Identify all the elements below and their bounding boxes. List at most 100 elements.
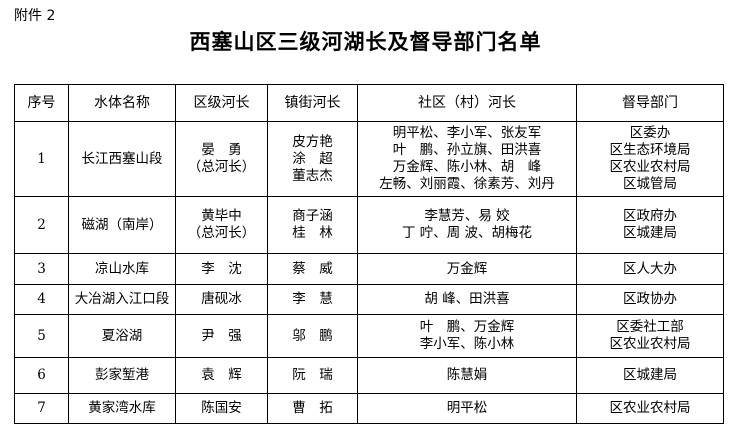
- district-chief-line: 唐砚冰: [201, 291, 242, 307]
- community-chief-line: 陈慧娟: [446, 367, 488, 383]
- district-chief-line: （总河长）: [187, 159, 256, 175]
- supervising-dept-line: 区生态环境局: [609, 142, 691, 158]
- supervising-dept-line: 区政协办: [623, 291, 677, 307]
- district-chief-line: 李 沈: [201, 260, 242, 277]
- header-town-chief: 镇街河长: [267, 84, 358, 122]
- row-number: 5: [14, 314, 69, 358]
- district-chief: 尹 强: [175, 314, 268, 358]
- community-chief-line: 万金辉: [446, 260, 488, 277]
- header-water-body: 水体名称: [68, 84, 176, 122]
- river-chief-table: 序号 水体名称 区级河长 镇街河长 社区（村）河长 督导部门 1 长江西塞山段晏 …: [14, 84, 724, 424]
- row-number: 1: [14, 121, 69, 197]
- water-body-name: 磁湖（南岸）: [68, 196, 176, 254]
- town-chief-line: 商子涵: [292, 208, 333, 224]
- town-chief: 阮 瑞: [267, 357, 358, 394]
- town-chief-line: 蔡 威: [292, 260, 333, 277]
- table-row: 6 彭家堑港 袁 辉 阮 瑞 陈慧娟 区城建局: [14, 357, 724, 394]
- district-chief-line: （总河长）: [187, 225, 256, 241]
- district-chief-line: 陈国安: [201, 400, 242, 416]
- supervising-dept: 区政协办: [576, 284, 724, 315]
- supervising-dept: 区政府办 区城建局: [576, 196, 724, 254]
- supervising-dept: 区委办 区生态环境局 区农业农村局 区城管局: [576, 121, 724, 197]
- supervising-dept-line: 区人大办: [623, 260, 677, 277]
- community-chief: 李慧芳、易 姣丁 咛、周 波、胡梅花: [357, 196, 577, 254]
- district-chief: 唐砚冰: [175, 284, 268, 315]
- supervising-dept: 区委社工部 区农业农村局: [576, 314, 724, 358]
- water-body-name: 长江西塞山段: [68, 121, 176, 197]
- town-chief: 邬 鹏: [267, 314, 358, 358]
- supervising-dept-line: 区政府办: [623, 208, 677, 224]
- district-chief-line: 袁 辉: [201, 367, 242, 383]
- community-chief-line: 叶 鹏、孙立旗、田洪喜: [392, 142, 542, 158]
- supervising-dept-line: 区农业农村局: [609, 159, 691, 175]
- town-chief: 蔡 威: [267, 253, 358, 285]
- community-chief-line: 左畅、刘丽霞、徐素芳、刘丹: [379, 176, 555, 192]
- row-number: 2: [14, 196, 69, 254]
- water-body-name: 夏浴湖: [68, 314, 176, 358]
- community-chief: 叶 鹏、万金辉 李小军、陈小林: [357, 314, 577, 358]
- district-chief: 袁 辉: [175, 357, 268, 394]
- table-row: 5 夏浴湖尹 强邬 鹏叶 鹏、万金辉 李小军、陈小林 区委社工部 区农业农村局: [14, 314, 724, 358]
- town-chief-line: 邬 鹏: [292, 327, 333, 344]
- district-chief: 陈国安: [175, 393, 268, 424]
- community-chief: 明平松、李小军、张友军叶 鹏、孙立旗、田洪喜 万金辉、陈小林、胡 峰左畅、刘丽霞、…: [357, 121, 577, 197]
- table-row: 7 黄家湾水库 陈国安 曹 拓 明平松 区农业农村局: [14, 393, 724, 424]
- row-number: 4: [14, 284, 69, 315]
- town-chief-line: 阮 瑞: [292, 367, 333, 383]
- community-chief-line: 丁 咛、周 波、胡梅花: [401, 225, 533, 241]
- town-chief-line: 涂 超: [292, 150, 333, 167]
- town-chief-line: 曹 拓: [292, 400, 333, 416]
- header-supervising-dept: 督导部门: [576, 84, 724, 122]
- community-chief: 陈慧娟: [357, 357, 577, 394]
- table-header-row: 序号 水体名称 区级河长 镇街河长 社区（村）河长 督导部门: [14, 84, 724, 122]
- supervising-dept: 区城建局: [576, 357, 724, 394]
- town-chief-line: 董志杰: [292, 167, 333, 184]
- supervising-dept-line: 区城管局: [623, 176, 677, 192]
- table-row: 2 磁湖（南岸） 黄毕中 （总河长） 商子涵桂 林李慧芳、易 姣丁 咛、周 波、胡梅花区…: [14, 196, 724, 254]
- district-chief: 晏 勇（总河长）: [175, 121, 268, 197]
- community-chief: 万金辉: [357, 253, 577, 285]
- district-chief: 李 沈: [175, 253, 268, 285]
- row-number: 3: [14, 253, 69, 285]
- supervising-dept-line: 区城建局: [623, 225, 677, 241]
- community-chief-line: 叶 鹏、万金辉: [419, 319, 515, 335]
- document-title: 西塞山区三级河湖长及督导部门名单: [189, 29, 542, 54]
- community-chief-line: 万金辉、陈小林、胡 峰: [392, 159, 542, 175]
- header-community-chief: 社区（村）河长: [357, 84, 577, 122]
- supervising-dept-line: 区农业农村局: [609, 336, 691, 352]
- header-district-chief: 区级河长: [175, 84, 268, 122]
- water-body-name: 黄家湾水库: [68, 393, 176, 424]
- supervising-dept-line: 区委社工部: [616, 319, 684, 335]
- water-body-name: 彭家堑港: [68, 357, 176, 394]
- supervising-dept: 区农业农村局: [576, 393, 724, 424]
- supervising-dept-line: 区委办: [629, 125, 671, 141]
- town-chief-line: 李 慧: [292, 291, 333, 307]
- table-row: 1 长江西塞山段晏 勇（总河长） 皮方艳涂 超董志杰 明平松、李小军、张友军叶 鹏、孙…: [14, 121, 724, 197]
- supervising-dept-line: 区城建局: [623, 367, 677, 383]
- supervising-dept: 区人大办: [576, 253, 724, 285]
- table-row: 3 凉山水库 李 沈 蔡 威 万金辉 区人大办: [14, 253, 724, 285]
- community-chief: 胡 峰、田洪喜: [357, 284, 577, 315]
- header-no: 序号: [14, 84, 69, 122]
- row-number: 7: [14, 393, 69, 424]
- district-chief: 黄毕中 （总河长）: [175, 196, 268, 254]
- district-chief-line: 尹 强: [201, 327, 242, 344]
- town-chief: 皮方艳涂 超董志杰: [267, 121, 358, 197]
- community-chief: 明平松: [357, 393, 577, 424]
- table-row: 4 大冶湖入江口段 唐砚冰 李 慧 胡 峰、田洪喜 区政协办: [14, 284, 724, 315]
- town-chief: 曹 拓: [267, 393, 358, 424]
- community-chief-line: 明平松: [446, 400, 488, 416]
- community-chief-line: 胡 峰、田洪喜: [424, 291, 510, 307]
- row-number: 6: [14, 357, 69, 394]
- community-chief-line: 明平松、李小军、张友军: [392, 125, 542, 141]
- supervising-dept-line: 区农业农村局: [609, 400, 691, 416]
- town-chief: 商子涵桂 林: [267, 196, 358, 254]
- community-chief-line: 李慧芳、易 姣: [424, 208, 510, 224]
- town-chief: 李 慧: [267, 284, 358, 315]
- district-chief-line: 晏 勇: [201, 142, 242, 158]
- town-chief-line: 皮方艳: [292, 133, 333, 150]
- water-body-name: 凉山水库: [68, 253, 176, 285]
- district-chief-line: 黄毕中: [201, 208, 242, 224]
- community-chief-line: 李小军、陈小林: [419, 336, 515, 352]
- water-body-name: 大冶湖入江口段: [68, 284, 176, 315]
